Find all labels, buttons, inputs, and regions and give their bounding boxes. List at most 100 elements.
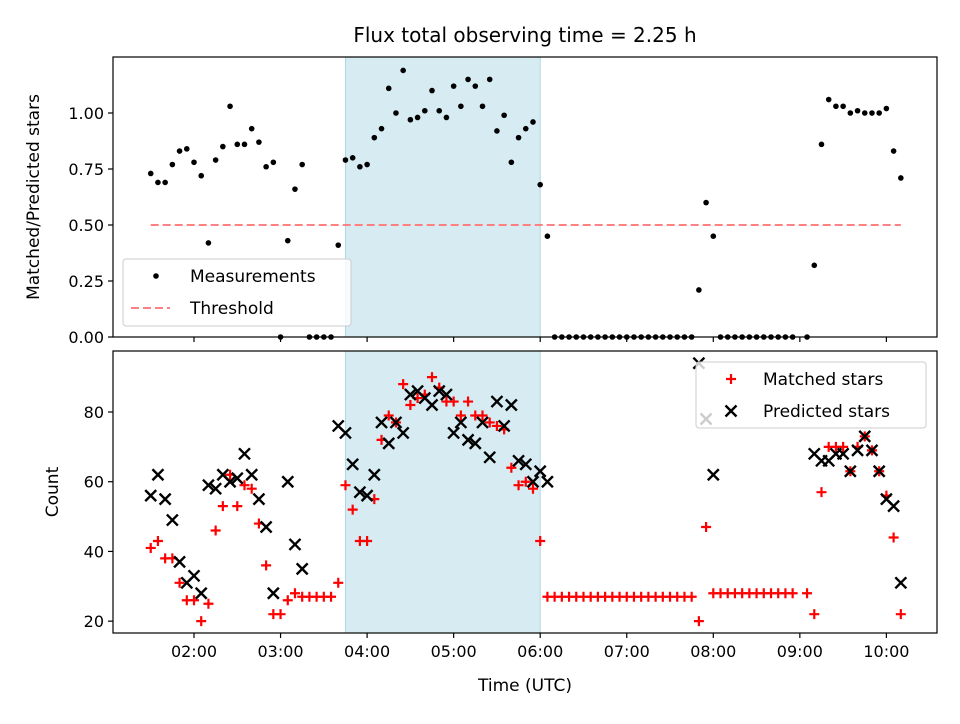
matched-star-point [513,480,524,491]
measurement-point [169,161,176,168]
plus-mark [787,588,798,599]
measurement-point [898,175,904,181]
x-mark [497,419,511,433]
measurement-point [840,103,846,110]
x-mark [382,437,396,450]
measurement-point [277,334,284,340]
x-tick-label: 02:00 [171,642,217,661]
y-tick-label: 0.75 [68,160,104,179]
predicted-star-point [432,384,446,398]
matched-star-point [239,480,250,491]
x-tick-label: 05:00 [431,642,477,661]
predicted-star-point [375,416,388,429]
plus-mark [289,588,300,599]
predicted-star-point [447,426,460,440]
predicted-star-point [843,464,857,478]
matched-star-point [145,542,156,553]
predicted-star-point [468,437,482,450]
measurement-point [559,334,565,340]
y-tick-label: 0.25 [68,272,104,291]
plus-mark [232,501,243,512]
predicted-star-point [281,475,295,489]
measurement-point [328,334,334,340]
x-mark [158,492,172,506]
measurement-point [652,334,659,340]
measurement-point [465,76,471,83]
measurement-point [696,287,702,293]
measurement-point [183,146,190,152]
measurement-point [306,334,313,340]
x-mark [230,471,244,485]
measurement-point [869,110,875,116]
predicted-star-point [497,419,511,433]
legend-label: Threshold [189,299,274,319]
measurement-point [364,161,370,168]
legend-box [695,361,927,429]
legend-matched-marker [726,374,736,384]
matched-star-point [217,501,228,512]
matched-star-point [203,598,214,609]
predicted-star-point [894,576,908,590]
predicted-star-point [187,569,201,583]
x-mark [295,562,309,576]
predicted-star-point [360,489,374,503]
measurement-point [789,334,796,340]
matched-star-point [491,420,502,431]
measurement-point [234,141,241,148]
measurement-point [530,119,536,125]
measurement-point [284,237,291,244]
axes-frame [112,350,938,634]
plus-mark [693,616,704,627]
x-tick-label: 10:00 [863,642,909,661]
measurement-point [248,125,255,132]
y-tick-label: 80 [84,403,104,422]
matched-star-point [802,588,813,599]
measurement-point [501,112,507,119]
predicted-star-point [230,471,244,485]
predicted-star-point [173,555,186,569]
measurement-point [458,103,464,110]
bottom-axes: 20 40 60 80 02:00 03:00 04:00 05:00 06:00 07:00 08… [84,350,938,661]
predicted-star-point [144,489,158,503]
x-mark [346,457,360,471]
plus-mark [261,560,272,571]
measurement-point [638,334,644,340]
measurement-point [876,110,882,116]
plus-mark [455,410,466,421]
measurement-point [270,159,277,166]
measurement-point [191,159,197,166]
x-mark [724,404,738,418]
predicted-star-point [533,464,547,478]
x-mark [187,569,201,583]
measurement-point [573,334,580,340]
top-axes: 0.00 0.25 0.50 0.75 1.00 Measurements Threshol… [68,56,938,347]
axes-frame [112,56,938,338]
predicted-star-point [454,416,468,429]
x-mark [440,388,453,401]
measurement-point [335,242,342,248]
plus-mark [838,441,849,452]
plus-mark [895,609,906,620]
predicted-star-point [887,499,900,513]
predicted-star-point [158,492,172,506]
x-tick-label: 08:00 [690,642,736,661]
measurement-point [645,334,652,340]
plus-mark [520,476,531,487]
plus-mark [282,595,293,606]
predicted-star-point [865,443,879,457]
matched-star-point [189,595,199,606]
measurement-point [321,334,327,340]
measurement-point [587,334,594,340]
x-mark [425,398,439,412]
x-mark [144,489,158,503]
measurement-point [537,181,543,188]
matched-star-point [174,577,185,588]
measurement-point [732,334,738,340]
x-mark [461,433,475,447]
measurement-point [861,110,868,116]
x-mark [490,395,504,408]
legend-label: Predicted stars [763,402,890,422]
matched-star-point [152,535,163,546]
measurement-point [450,83,457,89]
x-mark [360,489,374,503]
